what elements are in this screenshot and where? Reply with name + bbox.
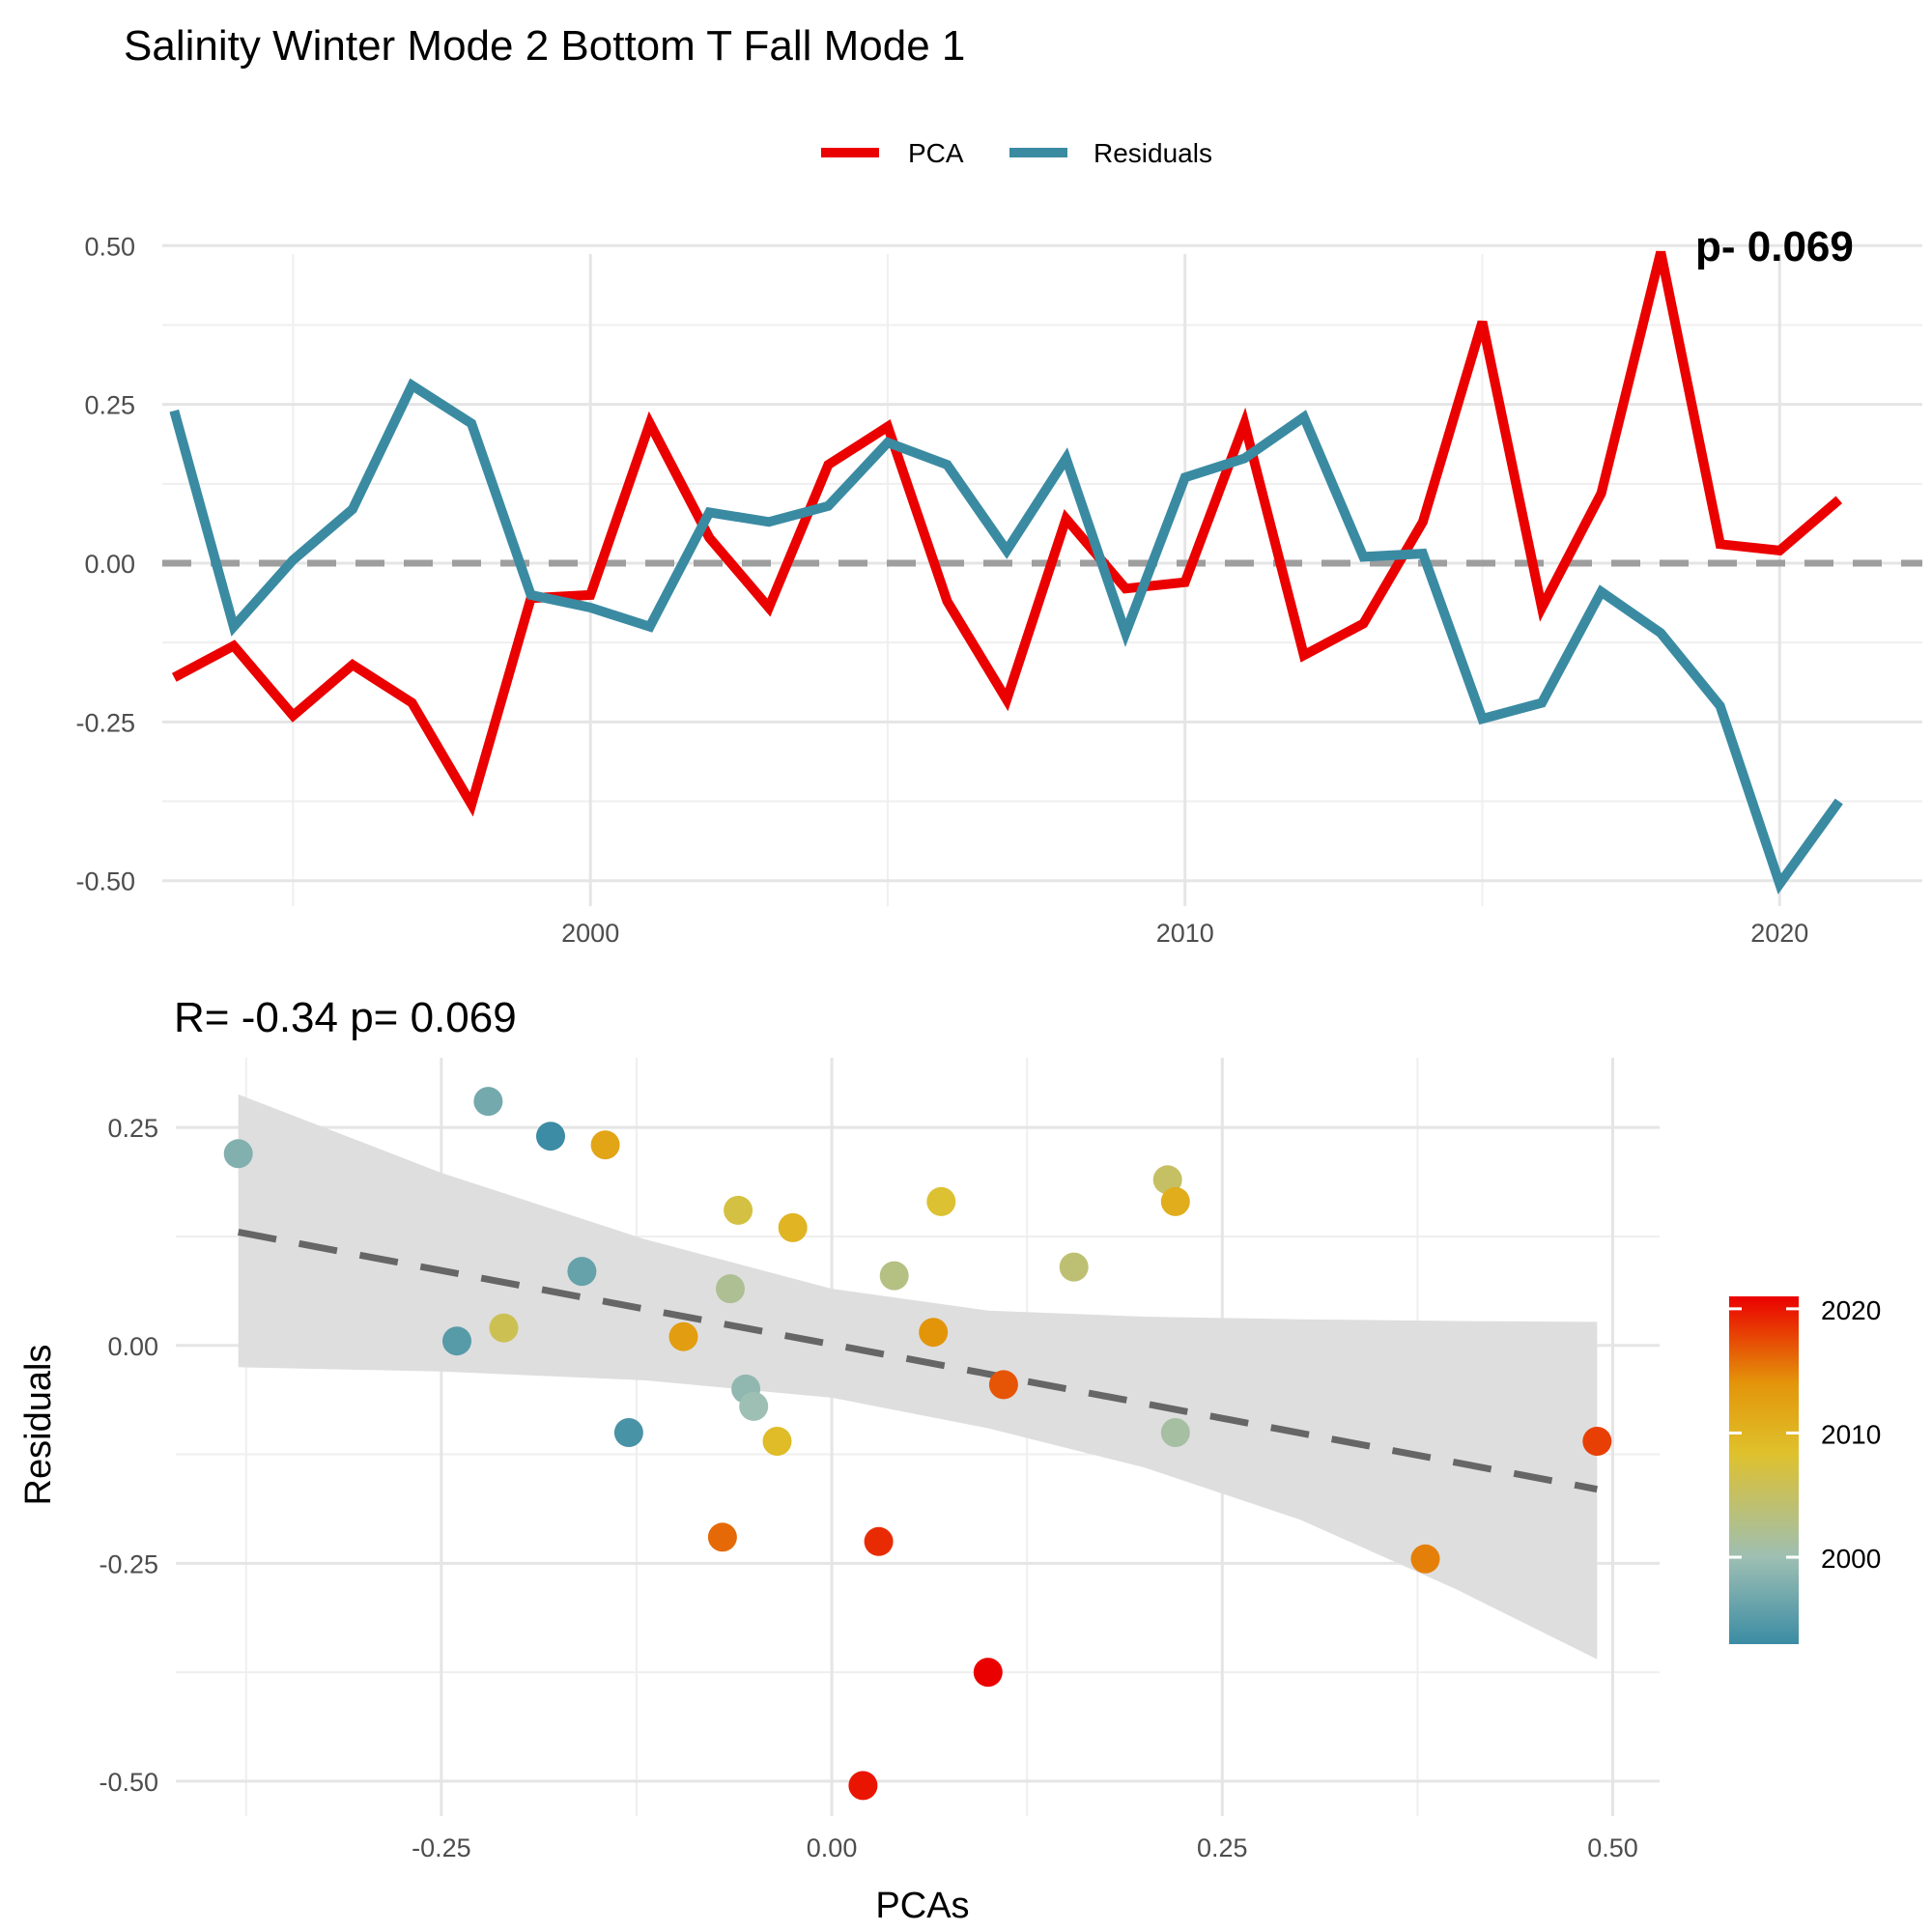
time-series-panel: PCA Residuals p- 0.069 0.50 0.25 0.00 -0.25 -…	[75, 138, 1922, 948]
series-line-residuals	[169, 378, 1843, 895]
y-tick-label: 0.00	[107, 1332, 158, 1361]
scatter-point	[716, 1274, 745, 1304]
x-axis-ticks: -0.25 0.00 0.25 0.50	[412, 1833, 1638, 1862]
x-tick-label: 0.25	[1197, 1833, 1248, 1862]
colorbar-tick-label: 2010	[1821, 1419, 1881, 1449]
x-tick-label: 0.00	[807, 1833, 858, 1862]
colorbar-ticks: 2020 2010 2000	[1729, 1295, 1881, 1574]
confidence-band	[238, 1094, 1598, 1660]
scatter-point	[567, 1257, 597, 1287]
y-tick-label: 0.25	[107, 1114, 158, 1143]
colorbar	[1729, 1296, 1799, 1644]
y-tick-label: -0.50	[75, 867, 135, 896]
y-axis-ticks: 0.50 0.25 0.00 -0.25 -0.50	[75, 232, 135, 895]
scatter-point	[613, 1418, 643, 1447]
legend-label-pca: PCA	[908, 138, 964, 168]
scatter-point	[442, 1326, 471, 1356]
colorbar-tick-label: 2020	[1821, 1295, 1881, 1325]
x-tick-label: 2000	[561, 919, 619, 948]
page-title: Salinity Winter Mode 2 Bottom T Fall Mod…	[124, 22, 965, 70]
scatter-point	[1059, 1252, 1089, 1282]
scatter-point	[707, 1522, 737, 1552]
series-lines	[169, 250, 1843, 895]
legend: PCA Residuals	[821, 138, 1212, 168]
series-line-pca	[171, 250, 1843, 817]
scatter-point	[973, 1658, 1003, 1688]
y-tick-label: 0.50	[84, 232, 135, 261]
scatter-point	[724, 1195, 753, 1225]
scatter-point	[848, 1771, 878, 1801]
x-axis-title: PCAs	[875, 1886, 969, 1926]
x-tick-label: 2010	[1156, 919, 1214, 948]
x-axis-ticks: 2000 2010 2020	[561, 919, 1808, 948]
y-axis-title: Residuals	[18, 1345, 59, 1506]
y-tick-label: -0.25	[75, 708, 135, 737]
scatter-point	[926, 1186, 956, 1216]
scatter-point	[1410, 1544, 1440, 1574]
scatter-point	[778, 1212, 808, 1242]
x-tick-label: -0.25	[412, 1833, 471, 1862]
scatter-point	[590, 1130, 620, 1160]
legend-label-residuals: Residuals	[1094, 138, 1212, 168]
scatter-point	[879, 1261, 909, 1291]
x-tick-label: 0.50	[1587, 1833, 1638, 1862]
y-tick-label: 0.25	[84, 391, 135, 420]
colorbar-legend: 2020 2010 2000	[1729, 1295, 1881, 1644]
scatter-point	[223, 1139, 253, 1169]
scatter-point	[1152, 1165, 1182, 1195]
scatter-point	[919, 1318, 949, 1348]
y-tick-label: -0.25	[99, 1549, 158, 1578]
regression-line	[238, 1229, 1598, 1493]
scatter-point	[762, 1427, 792, 1456]
scatter-point	[1160, 1186, 1190, 1216]
x-tick-label: 2020	[1750, 919, 1808, 948]
y-tick-label: 0.00	[84, 550, 135, 579]
scatter-point	[864, 1526, 894, 1556]
y-tick-label: -0.50	[99, 1768, 158, 1797]
y-axis-ticks: 0.25 0.00 -0.25 -0.50	[99, 1114, 158, 1797]
scatter-point	[1160, 1418, 1190, 1447]
scatter-point	[1582, 1427, 1612, 1456]
scatter-points	[223, 1087, 1612, 1801]
scatter-point	[489, 1313, 519, 1343]
scatter-title: R= -0.34 p= 0.069	[174, 994, 517, 1041]
scatter-panel: R= -0.34 p= 0.069 0.25 0.00 -0.25 -0.50 -0.…	[18, 994, 1881, 1926]
scatter-point	[668, 1321, 698, 1351]
scatter-point	[536, 1122, 565, 1151]
scatter-point	[988, 1370, 1018, 1400]
colorbar-tick-label: 2000	[1821, 1544, 1881, 1574]
clipped-annotation: p- 0.069	[1695, 223, 1854, 270]
scatter-point	[739, 1391, 769, 1421]
scatter-point	[473, 1087, 503, 1117]
